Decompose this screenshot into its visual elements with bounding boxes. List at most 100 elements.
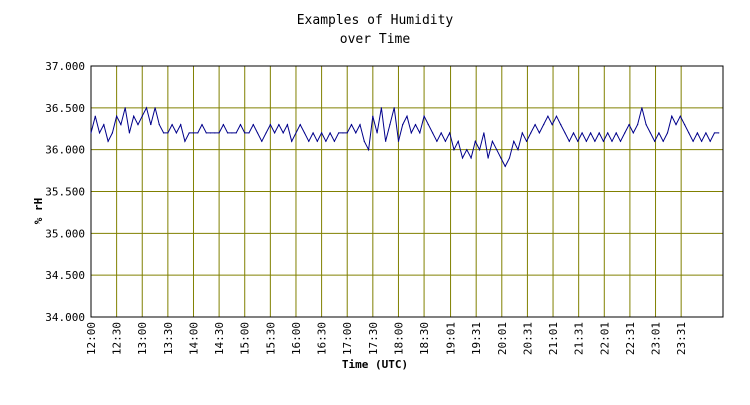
x-tick-label: 23:31 xyxy=(675,322,688,355)
data-point xyxy=(175,132,178,134)
data-point xyxy=(325,140,327,142)
data-point xyxy=(525,140,528,142)
data-point xyxy=(671,115,673,117)
x-tick-label: 22:01 xyxy=(598,322,611,355)
data-point xyxy=(688,132,690,134)
data-point xyxy=(530,132,532,134)
data-point xyxy=(180,123,182,126)
x-tick-label: 16:30 xyxy=(316,322,329,355)
chart-title-line-2: over Time xyxy=(340,32,411,47)
data-point xyxy=(145,107,148,109)
x-tick-label: 21:31 xyxy=(573,322,586,355)
data-point xyxy=(474,140,476,142)
data-point xyxy=(376,132,378,134)
data-point xyxy=(590,132,592,134)
data-point xyxy=(372,115,374,117)
data-point xyxy=(705,132,707,134)
data-point xyxy=(231,132,233,134)
data-point xyxy=(359,123,361,126)
data-point xyxy=(713,132,716,134)
data-point xyxy=(538,132,540,134)
data-point xyxy=(585,140,587,142)
data-point xyxy=(107,140,109,142)
y-tick-label: 37.000 xyxy=(45,60,85,73)
data-point xyxy=(598,132,600,134)
data-point xyxy=(478,149,481,151)
x-tick-label: 19:31 xyxy=(470,322,483,355)
data-point xyxy=(103,123,105,126)
data-point xyxy=(184,140,186,142)
data-point xyxy=(555,115,558,117)
x-tick-label: 18:00 xyxy=(392,322,405,355)
data-point xyxy=(244,132,246,134)
data-point xyxy=(508,157,511,159)
data-point xyxy=(551,123,553,126)
data-point xyxy=(461,157,464,159)
y-tick-label: 34.000 xyxy=(45,311,85,324)
data-point xyxy=(120,123,122,126)
data-point xyxy=(641,107,643,109)
data-point xyxy=(649,132,652,134)
data-point xyxy=(521,132,523,134)
data-point xyxy=(137,123,139,126)
data-point xyxy=(116,115,118,117)
x-tick-label: 17:00 xyxy=(341,322,354,355)
data-point xyxy=(406,115,408,117)
data-point xyxy=(581,132,583,134)
data-point xyxy=(256,132,259,134)
data-point xyxy=(662,140,664,142)
data-point xyxy=(444,140,447,142)
y-tick-label: 35.500 xyxy=(45,186,85,199)
data-point xyxy=(265,132,267,134)
data-point xyxy=(320,132,323,134)
data-point xyxy=(632,132,634,134)
data-point xyxy=(154,107,156,109)
data-point xyxy=(466,149,468,151)
y-tick-label: 34.500 xyxy=(45,269,85,282)
data-point xyxy=(227,132,229,134)
data-point xyxy=(291,140,293,142)
x-tick-label: 17:30 xyxy=(367,322,380,355)
x-tick-label: 18:30 xyxy=(418,322,431,355)
series-layer xyxy=(90,106,720,168)
data-point xyxy=(624,132,626,134)
data-point xyxy=(342,132,344,134)
data-point xyxy=(470,157,472,159)
data-point xyxy=(615,132,617,134)
x-tick-label: 12:00 xyxy=(85,322,98,355)
data-point xyxy=(252,123,254,126)
x-tick-label: 23:01 xyxy=(650,322,663,355)
data-point xyxy=(607,132,609,134)
x-tick-label: 22:31 xyxy=(624,322,637,355)
data-point xyxy=(709,140,711,142)
data-point xyxy=(393,107,395,109)
data-point xyxy=(363,140,365,142)
x-tick-label: 20:01 xyxy=(496,322,509,355)
data-point xyxy=(171,123,173,126)
x-tick-label: 12:30 xyxy=(111,322,124,355)
x-tick-label: 16:00 xyxy=(290,322,303,355)
data-point xyxy=(645,123,647,126)
data-point xyxy=(543,123,545,126)
data-point xyxy=(560,123,562,126)
data-point xyxy=(718,132,720,134)
x-tick-label: 21:01 xyxy=(547,322,560,355)
x-tick-label: 19:01 xyxy=(445,322,458,355)
data-point xyxy=(457,140,459,142)
y-tick-label: 36.000 xyxy=(45,144,85,157)
data-point xyxy=(427,123,429,126)
data-point xyxy=(222,123,224,126)
data-point xyxy=(162,132,165,134)
data-point xyxy=(440,132,442,134)
data-point xyxy=(248,132,250,134)
x-tick-labels: 12:00 12:30 13:00 13:30 14:00 14:30 15:00 15:30… xyxy=(85,322,688,355)
data-point xyxy=(423,115,425,117)
data-point xyxy=(192,132,195,134)
data-point xyxy=(367,149,370,151)
data-point xyxy=(209,132,212,134)
data-point xyxy=(346,132,348,134)
data-point xyxy=(419,132,421,134)
data-point xyxy=(568,140,570,142)
data-point xyxy=(491,140,494,142)
